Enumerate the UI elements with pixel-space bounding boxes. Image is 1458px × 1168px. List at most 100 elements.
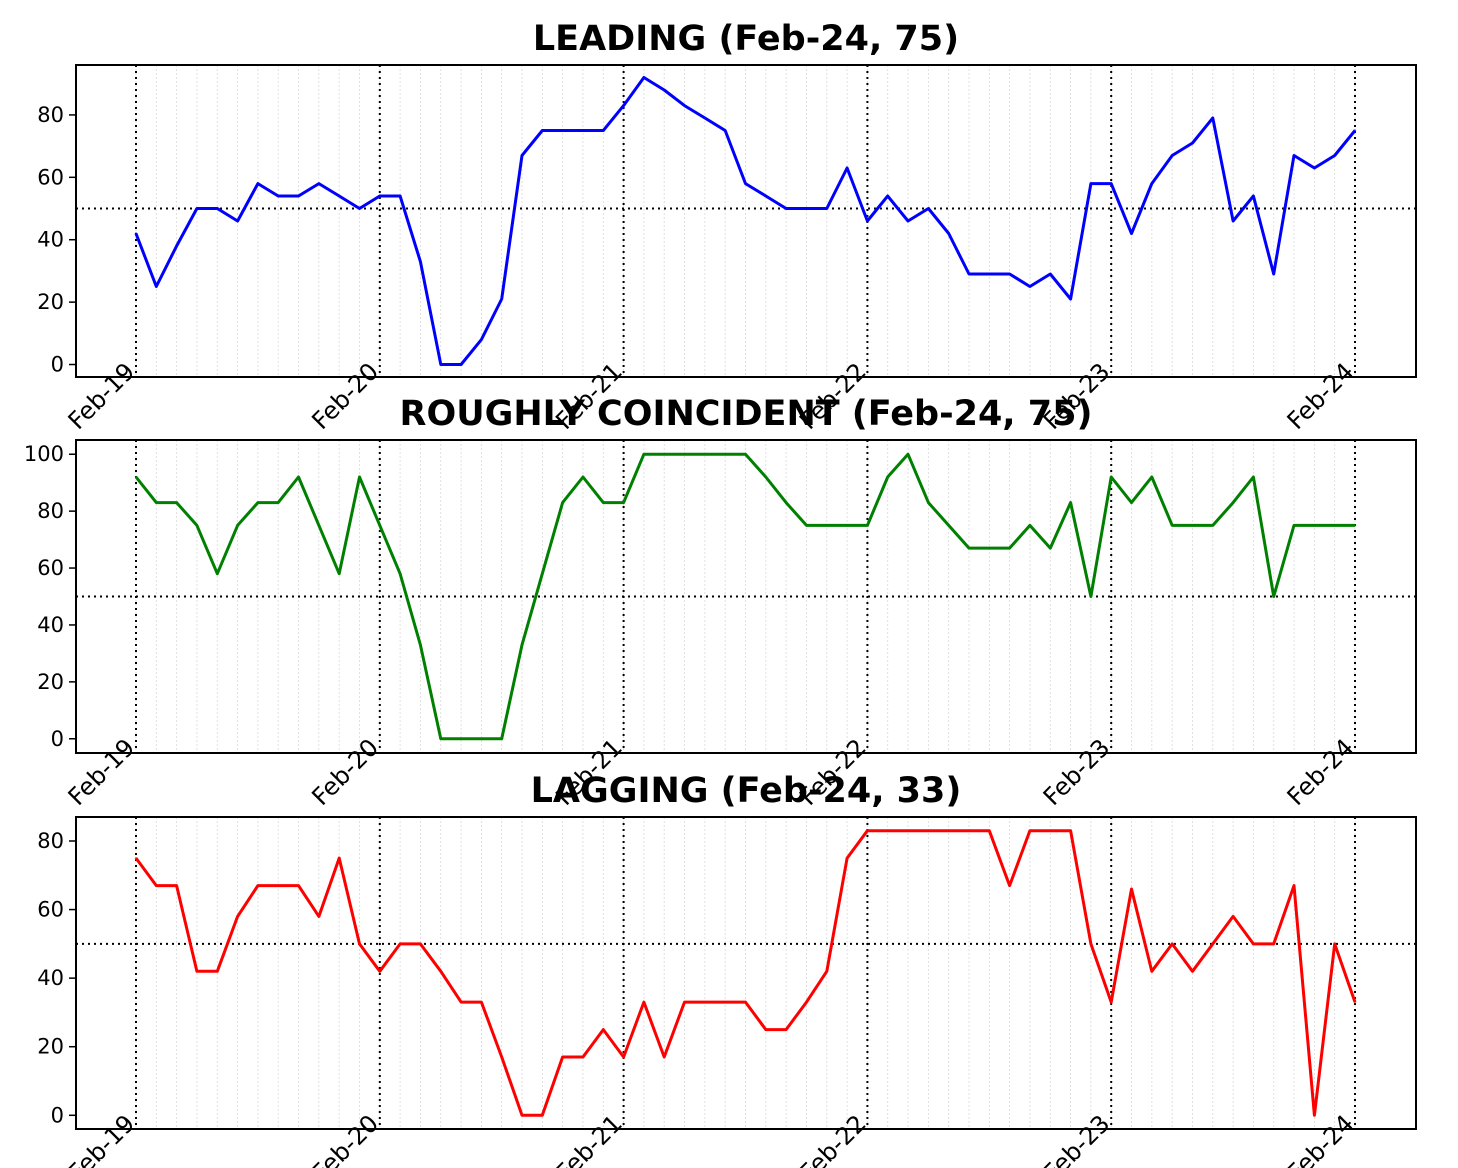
data-point [175,244,178,248]
data-point [1069,501,1072,504]
y-tick-label: 20 [37,670,64,694]
data-point [134,232,138,235]
data-point [947,524,950,527]
data-point [1170,154,1174,157]
data-point [1272,272,1275,276]
data-point [236,524,239,527]
data-point [358,207,361,210]
data-point [1008,884,1011,887]
data-point [297,194,300,198]
data-point [1191,524,1194,527]
data-point [216,207,219,210]
data-point [1049,546,1052,550]
data-point [337,194,341,198]
data-point [277,194,280,198]
data-point [1028,829,1032,832]
data-point [1231,501,1235,504]
data-point [845,166,849,170]
data-point [703,1000,707,1004]
data-point [1211,524,1214,527]
data-point [764,194,768,198]
data-point [663,1055,666,1059]
data-point [1089,942,1093,946]
data-point [236,915,239,918]
data-point [358,475,361,479]
data-point [1252,475,1255,479]
data-point [1028,285,1032,288]
y-tick-label: 80 [37,829,64,853]
data-point [866,219,869,223]
data-point [1150,475,1154,479]
data-point [622,1055,625,1059]
data-point [1069,829,1072,832]
x-tick-label: Feb-23 [1038,733,1116,811]
x-tick-label: Feb-24 [1282,1109,1360,1168]
data-point [805,524,808,527]
data-point [256,884,260,887]
data-point [1353,524,1357,527]
data-point [155,501,158,504]
data-point [581,1055,585,1059]
data-point [1333,942,1336,946]
data-point [1272,595,1275,598]
data-point [1049,272,1052,276]
data-point [784,207,788,210]
data-point [1130,501,1133,504]
data-point [967,546,971,550]
data-point [520,643,524,647]
x-tick-label: Feb-20 [306,357,384,435]
data-point [175,884,178,887]
plot-frame [75,64,1417,378]
data-point [1110,182,1113,185]
data-point [419,643,422,647]
data-point [723,1000,727,1004]
data-point [317,524,321,527]
x-tick-label: Feb-19 [63,357,141,435]
data-point [541,129,544,132]
data-point [1170,942,1174,946]
data-point [967,272,971,276]
x-tick-label: Feb-24 [1282,733,1360,811]
data-point [561,1055,564,1059]
y-tick-label: 40 [37,228,64,252]
data-point [663,88,666,92]
data-point [1110,1000,1113,1004]
data-point [439,970,442,973]
y-tick-label: 0 [51,353,64,377]
data-point [683,104,686,107]
data-point [480,737,483,740]
data-point [480,1000,483,1004]
data-point [825,207,828,210]
x-tick-label: Feb-21 [550,1109,628,1168]
data-point [703,453,707,456]
data-point [967,829,971,832]
data-point [581,129,585,132]
data-point [1313,166,1316,170]
data-point [1292,524,1296,527]
data-point [642,1000,646,1004]
data-point [1008,272,1011,276]
data-point [866,524,869,527]
data-point [683,1000,686,1004]
data-point [195,524,199,527]
data-point [1110,475,1113,479]
data-point [906,829,910,832]
data-point [906,219,910,223]
data-point [1252,194,1255,198]
data-point [906,453,910,456]
data-point [784,1028,788,1031]
data-point [155,884,158,887]
data-point [1333,524,1336,527]
data-point [459,363,463,366]
data-point [155,285,158,288]
data-point [317,182,321,185]
y-tick-label: 20 [37,290,64,314]
data-point [947,829,950,832]
data-point [1150,182,1154,185]
x-tick-label: Feb-23 [1038,1109,1116,1168]
panel-2: LAGGING (Feb-24, 33) 0 20 40 60 80 Feb-19 Feb-2… [37,771,1417,1168]
data-point [297,884,300,887]
data-point [1170,524,1174,527]
data-point [236,219,239,223]
y-tick-label: 60 [37,556,64,580]
